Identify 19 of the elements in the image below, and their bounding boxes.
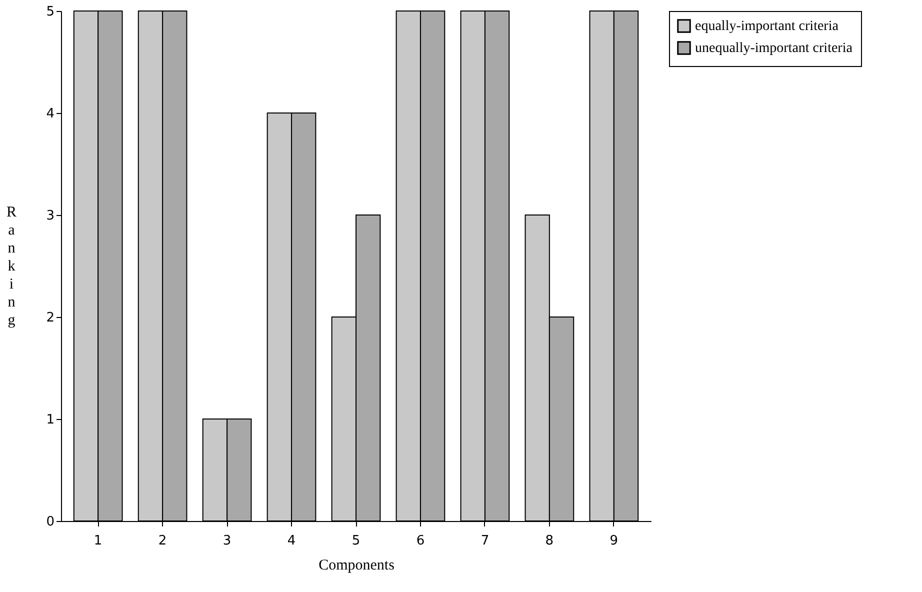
- y-tick-label: 5: [46, 4, 54, 20]
- y-tick-label: 4: [46, 106, 54, 122]
- x-tick-label: 9: [610, 534, 618, 548]
- x-tick-label: 6: [416, 534, 425, 548]
- y-tick-label: 2: [46, 310, 54, 326]
- x-tick-label: 1: [94, 534, 102, 548]
- x-tick-label: 2: [158, 534, 167, 548]
- y-tick-label: 1: [46, 412, 54, 428]
- x-tick-label: 4: [287, 534, 296, 548]
- legend-label: equally-important criteria: [695, 19, 840, 34]
- x-tick-label: 5: [352, 534, 360, 548]
- y-tick-label: 3: [46, 208, 54, 224]
- x-tick-label: 7: [480, 534, 490, 548]
- legend-label: unequally-important criteria: [695, 41, 854, 56]
- x-tick-label: 8: [545, 534, 554, 548]
- y-axis-title: Ranking: [6, 204, 17, 328]
- x-tick-label: 3: [222, 534, 232, 548]
- y-tick-label: 0: [46, 514, 54, 530]
- x-axis-title: Components: [318, 558, 395, 574]
